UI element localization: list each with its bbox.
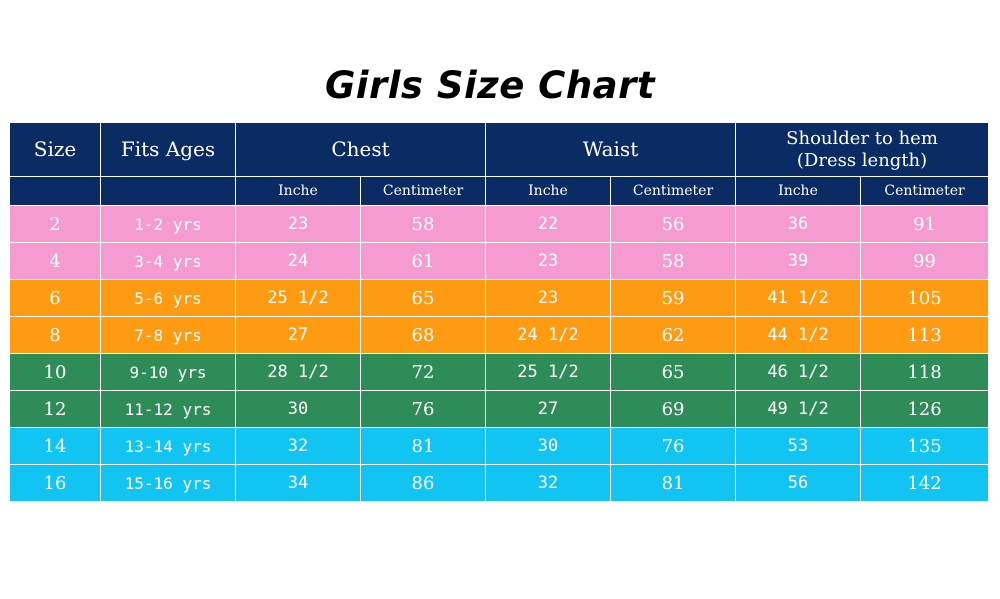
header-shoulder-line1: Shoulder to hem [786, 127, 938, 149]
header-row: Size Fits Ages Chest Waist Shoulder to h… [9, 122, 990, 177]
cell-size: 10 [9, 353, 101, 391]
cell-waist-cm: 65 [610, 353, 737, 391]
cell-waist-inche: 22 [485, 205, 612, 243]
cell-shoulder-inche: 56 [735, 464, 862, 502]
cell-waist-inche: 23 [485, 242, 612, 280]
subheader-chest-centimeter: Centimeter [359, 176, 487, 206]
subheader-size-blank [9, 176, 101, 206]
cell-chest-inche: 27 [235, 316, 361, 354]
cell-chest-inche: 32 [235, 427, 361, 465]
header-chest: Chest [234, 122, 487, 177]
cell-fits-ages: 5-6 yrs [100, 279, 236, 317]
cell-waist-cm: 62 [610, 316, 737, 354]
cell-shoulder-cm: 105 [860, 279, 990, 317]
cell-fits-ages: 3-4 yrs [100, 242, 236, 280]
cell-fits-ages: 13-14 yrs [100, 427, 236, 465]
cell-fits-ages: 11-12 yrs [100, 390, 236, 428]
cell-chest-inche: 25 1/2 [235, 279, 361, 317]
subheader-waist-inche: Inche [485, 176, 612, 206]
cell-chest-cm: 81 [359, 427, 487, 465]
table-row: 10 9-10 yrs 28 1/2 72 25 1/2 65 46 1/2 118 [9, 353, 990, 391]
cell-chest-cm: 61 [359, 242, 487, 280]
cell-size: 2 [9, 205, 101, 243]
cell-chest-cm: 86 [359, 464, 487, 502]
cell-waist-inche: 30 [485, 427, 612, 465]
header-shoulder-line2: (Dress length) [796, 149, 928, 171]
cell-shoulder-cm: 135 [860, 427, 990, 465]
cell-shoulder-cm: 113 [860, 316, 990, 354]
cell-size: 4 [9, 242, 101, 280]
cell-shoulder-inche: 39 [735, 242, 862, 280]
cell-shoulder-inche: 46 1/2 [735, 353, 862, 391]
subheader-shoulder-centimeter: Centimeter [860, 176, 990, 206]
cell-chest-inche: 23 [235, 205, 361, 243]
page-title: Girls Size Chart [324, 64, 656, 107]
size-chart-table: Size Fits Ages Chest Waist Shoulder to h… [9, 122, 990, 502]
cell-chest-inche: 24 [235, 242, 361, 280]
table-row: 2 1-2 yrs 23 58 22 56 36 91 [9, 205, 990, 243]
cell-waist-cm: 76 [610, 427, 737, 465]
cell-waist-inche: 24 1/2 [485, 316, 612, 354]
cell-size: 12 [9, 390, 101, 428]
cell-shoulder-inche: 53 [735, 427, 862, 465]
cell-fits-ages: 7-8 yrs [100, 316, 236, 354]
cell-shoulder-inche: 44 1/2 [735, 316, 862, 354]
cell-fits-ages: 1-2 yrs [100, 205, 236, 243]
table-row: 6 5-6 yrs 25 1/2 65 23 59 41 1/2 105 [9, 279, 990, 317]
cell-size: 14 [9, 427, 101, 465]
cell-shoulder-inche: 49 1/2 [735, 390, 862, 428]
cell-shoulder-inche: 36 [735, 205, 862, 243]
cell-waist-inche: 23 [485, 279, 612, 317]
subheader-chest-inche: Inche [235, 176, 361, 206]
table-row: 8 7-8 yrs 27 68 24 1/2 62 44 1/2 113 [9, 316, 990, 354]
cell-chest-inche: 30 [235, 390, 361, 428]
cell-waist-inche: 25 1/2 [485, 353, 612, 391]
cell-shoulder-cm: 126 [860, 390, 990, 428]
cell-fits-ages: 15-16 yrs [100, 464, 236, 502]
cell-shoulder-cm: 142 [860, 464, 990, 502]
table-row: 16 15-16 yrs 34 86 32 81 56 142 [9, 464, 990, 502]
table-row: 12 11-12 yrs 30 76 27 69 49 1/2 126 [9, 390, 990, 428]
subheader-waist-centimeter: Centimeter [610, 176, 737, 206]
cell-waist-cm: 59 [610, 279, 737, 317]
header-fits-ages: Fits Ages [100, 122, 236, 177]
table-row: 4 3-4 yrs 24 61 23 58 39 99 [9, 242, 990, 280]
cell-chest-cm: 76 [359, 390, 487, 428]
cell-waist-cm: 58 [610, 242, 737, 280]
cell-waist-cm: 69 [610, 390, 737, 428]
cell-shoulder-inche: 41 1/2 [735, 279, 862, 317]
cell-chest-inche: 28 1/2 [235, 353, 361, 391]
cell-size: 8 [9, 316, 101, 354]
header-size: Size [9, 122, 101, 177]
cell-shoulder-cm: 99 [860, 242, 990, 280]
cell-waist-inche: 27 [485, 390, 612, 428]
table-row: 14 13-14 yrs 32 81 30 76 53 135 [9, 427, 990, 465]
cell-chest-inche: 34 [235, 464, 361, 502]
header-waist: Waist [485, 122, 737, 177]
cell-chest-cm: 65 [359, 279, 487, 317]
cell-chest-cm: 68 [359, 316, 487, 354]
cell-chest-cm: 72 [359, 353, 487, 391]
cell-waist-cm: 56 [610, 205, 737, 243]
subheader-shoulder-inche: Inche [735, 176, 862, 206]
cell-chest-cm: 58 [359, 205, 487, 243]
cell-size: 6 [9, 279, 101, 317]
subheader-ages-blank [100, 176, 236, 206]
header-shoulder-to-hem: Shoulder to hem (Dress length) [735, 122, 990, 177]
cell-waist-inche: 32 [485, 464, 612, 502]
cell-fits-ages: 9-10 yrs [100, 353, 236, 391]
cell-shoulder-cm: 118 [860, 353, 990, 391]
cell-shoulder-cm: 91 [860, 205, 990, 243]
cell-waist-cm: 81 [610, 464, 737, 502]
subheader-row: Inche Centimeter Inche Centimeter Inche … [9, 176, 990, 206]
cell-size: 16 [9, 464, 101, 502]
